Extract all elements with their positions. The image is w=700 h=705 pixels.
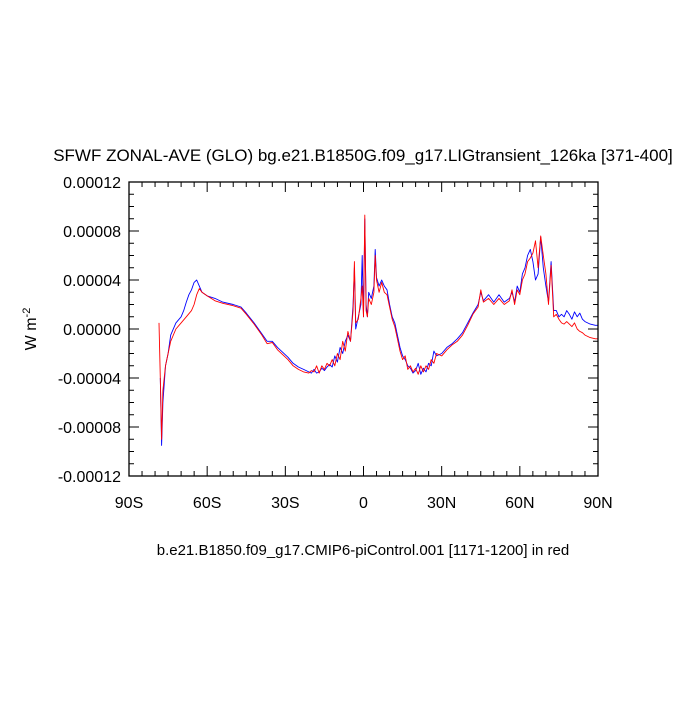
footnote: b.e21.B1850.f09_g17.CMIP6-piControl.001 … — [157, 542, 570, 559]
x-tick-label: 60S — [193, 495, 221, 512]
y-axis-label-unit: W m — [23, 317, 40, 350]
axis-ticks — [128, 181, 599, 477]
chart-title: SFWF ZONAL-AVE (GLO) bg.e21.B1850G.f09_g… — [53, 146, 673, 165]
y-tick-label: 0.00008 — [63, 224, 121, 241]
x-tick-labels: 90S 60S 30S 0 30N 60N 90N — [115, 495, 613, 512]
x-tick-label: 60N — [505, 495, 534, 512]
x-tick-label: 0 — [359, 495, 368, 512]
y-tick-label: -0.00004 — [58, 371, 121, 388]
y-tick-label: -0.00012 — [58, 469, 121, 486]
y-axis-label-exponent: -2 — [21, 308, 33, 318]
y-tick-label: -0.00008 — [58, 420, 121, 437]
y-tick-label: 0.00012 — [63, 175, 121, 192]
x-tick-label: 90S — [115, 495, 143, 512]
series-line-1 — [159, 218, 598, 446]
x-tick-label: 30S — [271, 495, 299, 512]
y-axis-label: W m-2 — [21, 308, 40, 351]
y-tick-labels: -0.00012 -0.00008 -0.00004 0.00000 0.00004 0.… — [58, 175, 121, 486]
y-tick-label: 0.00000 — [63, 322, 121, 339]
x-tick-label: 90N — [583, 495, 612, 512]
x-tick-label: 30N — [427, 495, 456, 512]
series-lines — [158, 214, 598, 446]
series-line-2 — [158, 214, 598, 440]
y-tick-label: 0.00004 — [63, 273, 121, 290]
plot-frame — [128, 181, 599, 477]
